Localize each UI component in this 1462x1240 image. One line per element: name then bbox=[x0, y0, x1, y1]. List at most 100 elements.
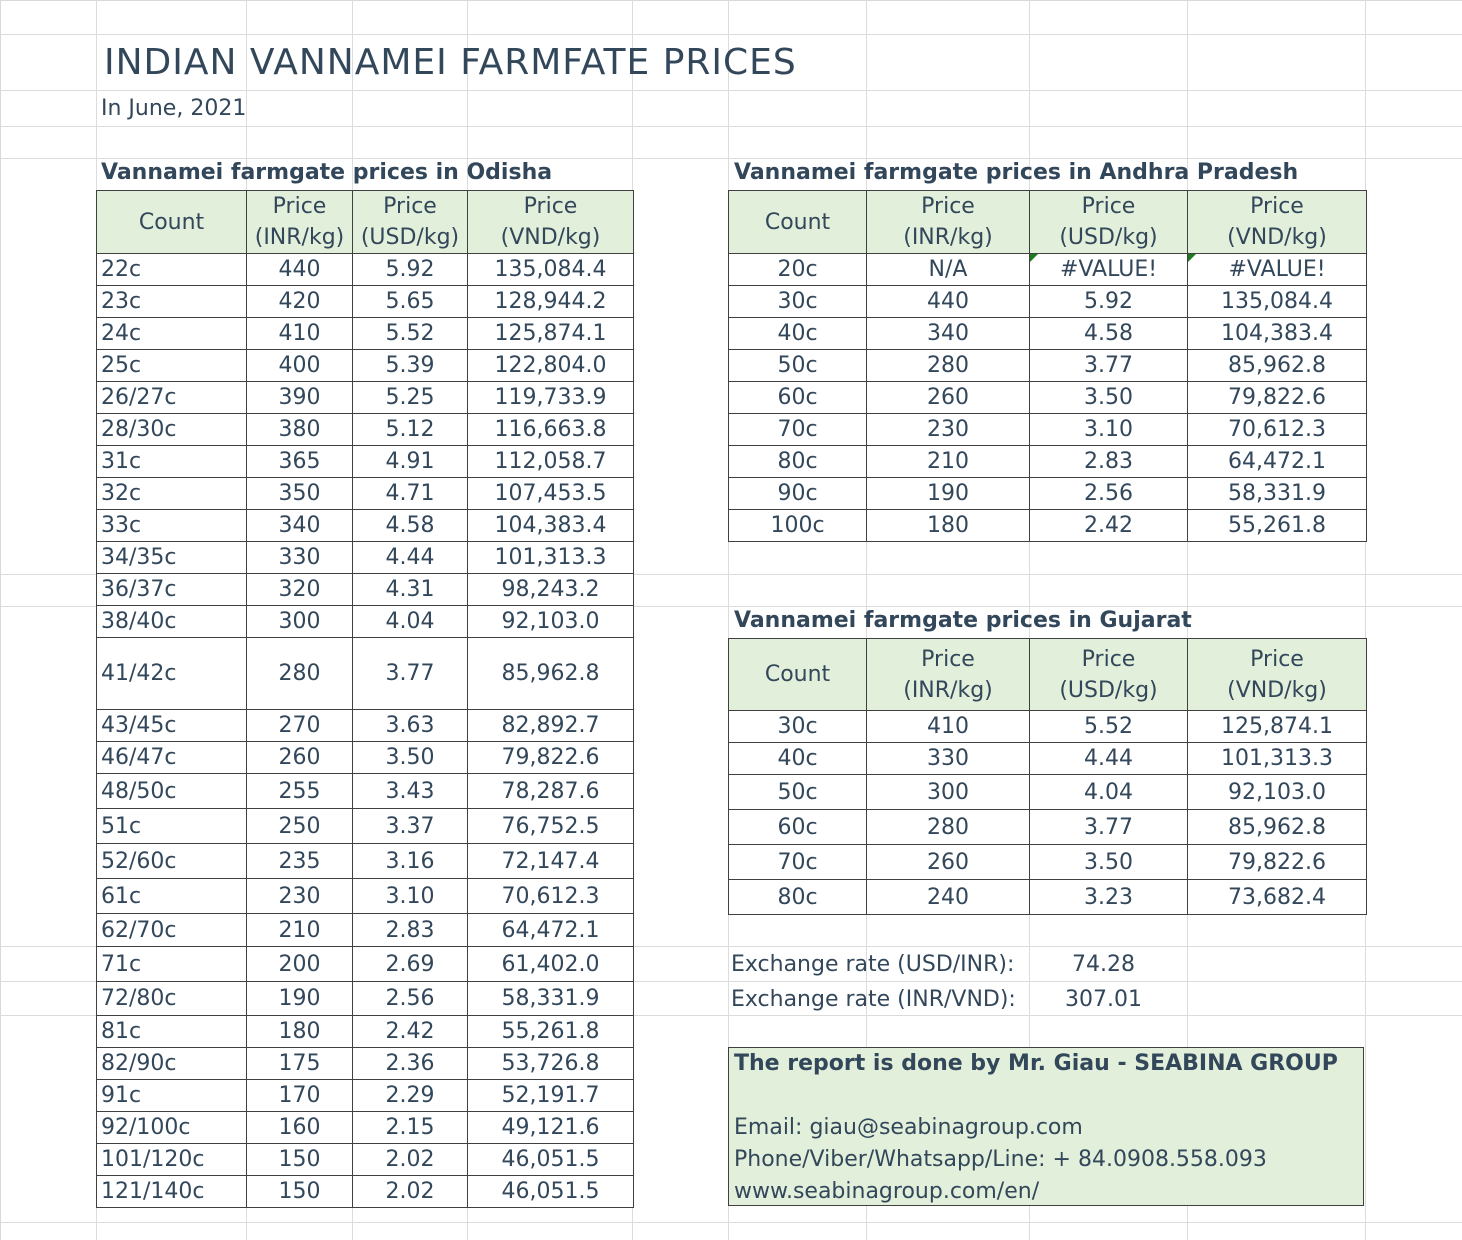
table-row: 81c 180 2.42 55,261.8 bbox=[96, 1015, 634, 1048]
table-row: 50c 280 3.77 85,962.8 bbox=[728, 349, 1367, 382]
price-usd-cell: 4.58 bbox=[352, 509, 468, 542]
price-usd-cell: 5.52 bbox=[352, 317, 468, 350]
price-inr-cell: 410 bbox=[866, 710, 1030, 743]
price-usd-cell: 2.02 bbox=[352, 1175, 468, 1208]
table-row: 46/47c 260 3.50 79,822.6 bbox=[96, 741, 634, 774]
header-price-inr: Price (INR/kg) bbox=[246, 190, 353, 254]
price-usd-cell: 3.50 bbox=[1029, 381, 1188, 414]
price-usd-cell: 3.77 bbox=[1029, 349, 1188, 382]
count-cell: 30c bbox=[728, 285, 867, 318]
price-usd-cell: 5.92 bbox=[352, 253, 468, 286]
count-cell: 40c bbox=[728, 317, 867, 350]
price-vnd-cell: 55,261.8 bbox=[1187, 509, 1367, 542]
count-cell: 50c bbox=[728, 349, 867, 382]
price-vnd-cell: 82,892.7 bbox=[467, 709, 634, 742]
price-vnd-cell: 64,472.1 bbox=[467, 913, 634, 947]
price-vnd-cell: 70,612.3 bbox=[1187, 413, 1367, 446]
price-inr-cell: 260 bbox=[866, 381, 1030, 414]
price-usd-cell: 2.42 bbox=[352, 1015, 468, 1048]
count-cell: 91c bbox=[96, 1079, 247, 1112]
count-cell: 26/27c bbox=[96, 381, 247, 414]
price-usd-cell: 2.29 bbox=[352, 1079, 468, 1112]
count-cell: 121/140c bbox=[96, 1175, 247, 1208]
price-inr-cell: 230 bbox=[866, 413, 1030, 446]
header-price-usd: Price (USD/kg) bbox=[352, 190, 468, 254]
count-cell: 90c bbox=[728, 477, 867, 510]
price-vnd-cell: 101,313.3 bbox=[1187, 742, 1367, 775]
header-count: Count bbox=[728, 638, 867, 711]
price-usd-cell: 2.36 bbox=[352, 1047, 468, 1080]
price-vnd-cell: 135,084.4 bbox=[1187, 285, 1367, 318]
count-cell: 72/80c bbox=[96, 981, 247, 1016]
price-inr-cell: 330 bbox=[866, 742, 1030, 775]
price-inr-cell: 340 bbox=[866, 317, 1030, 350]
price-inr-cell: 210 bbox=[246, 913, 353, 947]
price-vnd-cell: 46,051.5 bbox=[467, 1143, 634, 1176]
price-inr-cell: 390 bbox=[246, 381, 353, 414]
price-vnd-cell: 61,402.0 bbox=[467, 946, 634, 982]
count-cell: 28/30c bbox=[96, 413, 247, 446]
table-row: 82/90c 175 2.36 53,726.8 bbox=[96, 1047, 634, 1080]
price-usd-cell: 4.71 bbox=[352, 477, 468, 510]
price-vnd-cell: 64,472.1 bbox=[1187, 445, 1367, 478]
price-vnd-cell: 112,058.7 bbox=[467, 445, 634, 478]
price-usd-cell: 3.77 bbox=[352, 637, 468, 710]
price-usd-cell: #VALUE! bbox=[1029, 253, 1188, 286]
table-row: 60c 260 3.50 79,822.6 bbox=[728, 381, 1367, 414]
page-title: INDIAN VANNAMEI FARMFATE PRICES bbox=[104, 42, 797, 83]
header-price-inr: Price (INR/kg) bbox=[866, 638, 1030, 711]
header-count: Count bbox=[728, 190, 867, 254]
price-vnd-cell: 119,733.9 bbox=[467, 381, 634, 414]
price-inr-cell: 420 bbox=[246, 285, 353, 318]
table-row: 52/60c 235 3.16 72,147.4 bbox=[96, 843, 634, 879]
price-usd-cell: 4.91 bbox=[352, 445, 468, 478]
price-vnd-cell: 125,874.1 bbox=[1187, 710, 1367, 743]
price-usd-cell: 3.77 bbox=[1029, 809, 1188, 845]
table-row: 121/140c 150 2.02 46,051.5 bbox=[96, 1175, 634, 1208]
price-inr-cell: 190 bbox=[246, 981, 353, 1016]
price-vnd-cell: 49,121.6 bbox=[467, 1111, 634, 1144]
count-cell: 101/120c bbox=[96, 1143, 247, 1176]
count-cell: 31c bbox=[96, 445, 247, 478]
table-row: 30c 410 5.52 125,874.1 bbox=[728, 710, 1367, 743]
price-vnd-cell: 46,051.5 bbox=[467, 1175, 634, 1208]
page-subtitle: In June, 2021 bbox=[101, 96, 247, 121]
price-inr-cell: 280 bbox=[866, 349, 1030, 382]
count-cell: 20c bbox=[728, 253, 867, 286]
price-inr-cell: 190 bbox=[866, 477, 1030, 510]
header-count: Count bbox=[96, 190, 247, 254]
price-usd-cell: 3.43 bbox=[352, 773, 468, 809]
count-cell: 22c bbox=[96, 253, 247, 286]
price-usd-cell: 3.37 bbox=[352, 808, 468, 844]
count-cell: 81c bbox=[96, 1015, 247, 1048]
table-row: 70c 260 3.50 79,822.6 bbox=[728, 844, 1367, 880]
price-usd-cell: 2.42 bbox=[1029, 509, 1188, 542]
price-usd-cell: 5.92 bbox=[1029, 285, 1188, 318]
table-row: 61c 230 3.10 70,612.3 bbox=[96, 878, 634, 914]
price-vnd-cell: 53,726.8 bbox=[467, 1047, 634, 1080]
price-inr-cell: 170 bbox=[246, 1079, 353, 1112]
price-usd-cell: 3.10 bbox=[352, 878, 468, 914]
price-vnd-cell: 92,103.0 bbox=[467, 605, 634, 638]
table-row: 92/100c 160 2.15 49,121.6 bbox=[96, 1111, 634, 1144]
table-row: 100c 180 2.42 55,261.8 bbox=[728, 509, 1367, 542]
count-cell: 48/50c bbox=[96, 773, 247, 809]
header-price-usd: Price (USD/kg) bbox=[1029, 190, 1188, 254]
price-vnd-cell: #VALUE! bbox=[1187, 253, 1367, 286]
price-vnd-cell: 122,804.0 bbox=[467, 349, 634, 382]
andhra-section-title: Vannamei farmgate prices in Andhra Prade… bbox=[734, 160, 1299, 185]
report-credit-box: The report is done by Mr. Giau - SEABINA… bbox=[728, 1047, 1364, 1206]
price-usd-cell: 3.50 bbox=[1029, 844, 1188, 880]
count-cell: 51c bbox=[96, 808, 247, 844]
price-usd-cell: 4.04 bbox=[1029, 774, 1188, 810]
count-cell: 33c bbox=[96, 509, 247, 542]
table-row: 80c 240 3.23 73,682.4 bbox=[728, 879, 1367, 915]
price-vnd-cell: 52,191.7 bbox=[467, 1079, 634, 1112]
report-website: www.seabinagroup.com/en/ bbox=[734, 1179, 1040, 1204]
price-vnd-cell: 104,383.4 bbox=[467, 509, 634, 542]
price-vnd-cell: 107,453.5 bbox=[467, 477, 634, 510]
price-vnd-cell: 79,822.6 bbox=[467, 741, 634, 774]
table-row: 41/42c 280 3.77 85,962.8 bbox=[96, 637, 634, 710]
price-inr-cell: 280 bbox=[246, 637, 353, 710]
report-phone: Phone/Viber/Whatsapp/Line: + 84.0908.558… bbox=[734, 1147, 1267, 1172]
